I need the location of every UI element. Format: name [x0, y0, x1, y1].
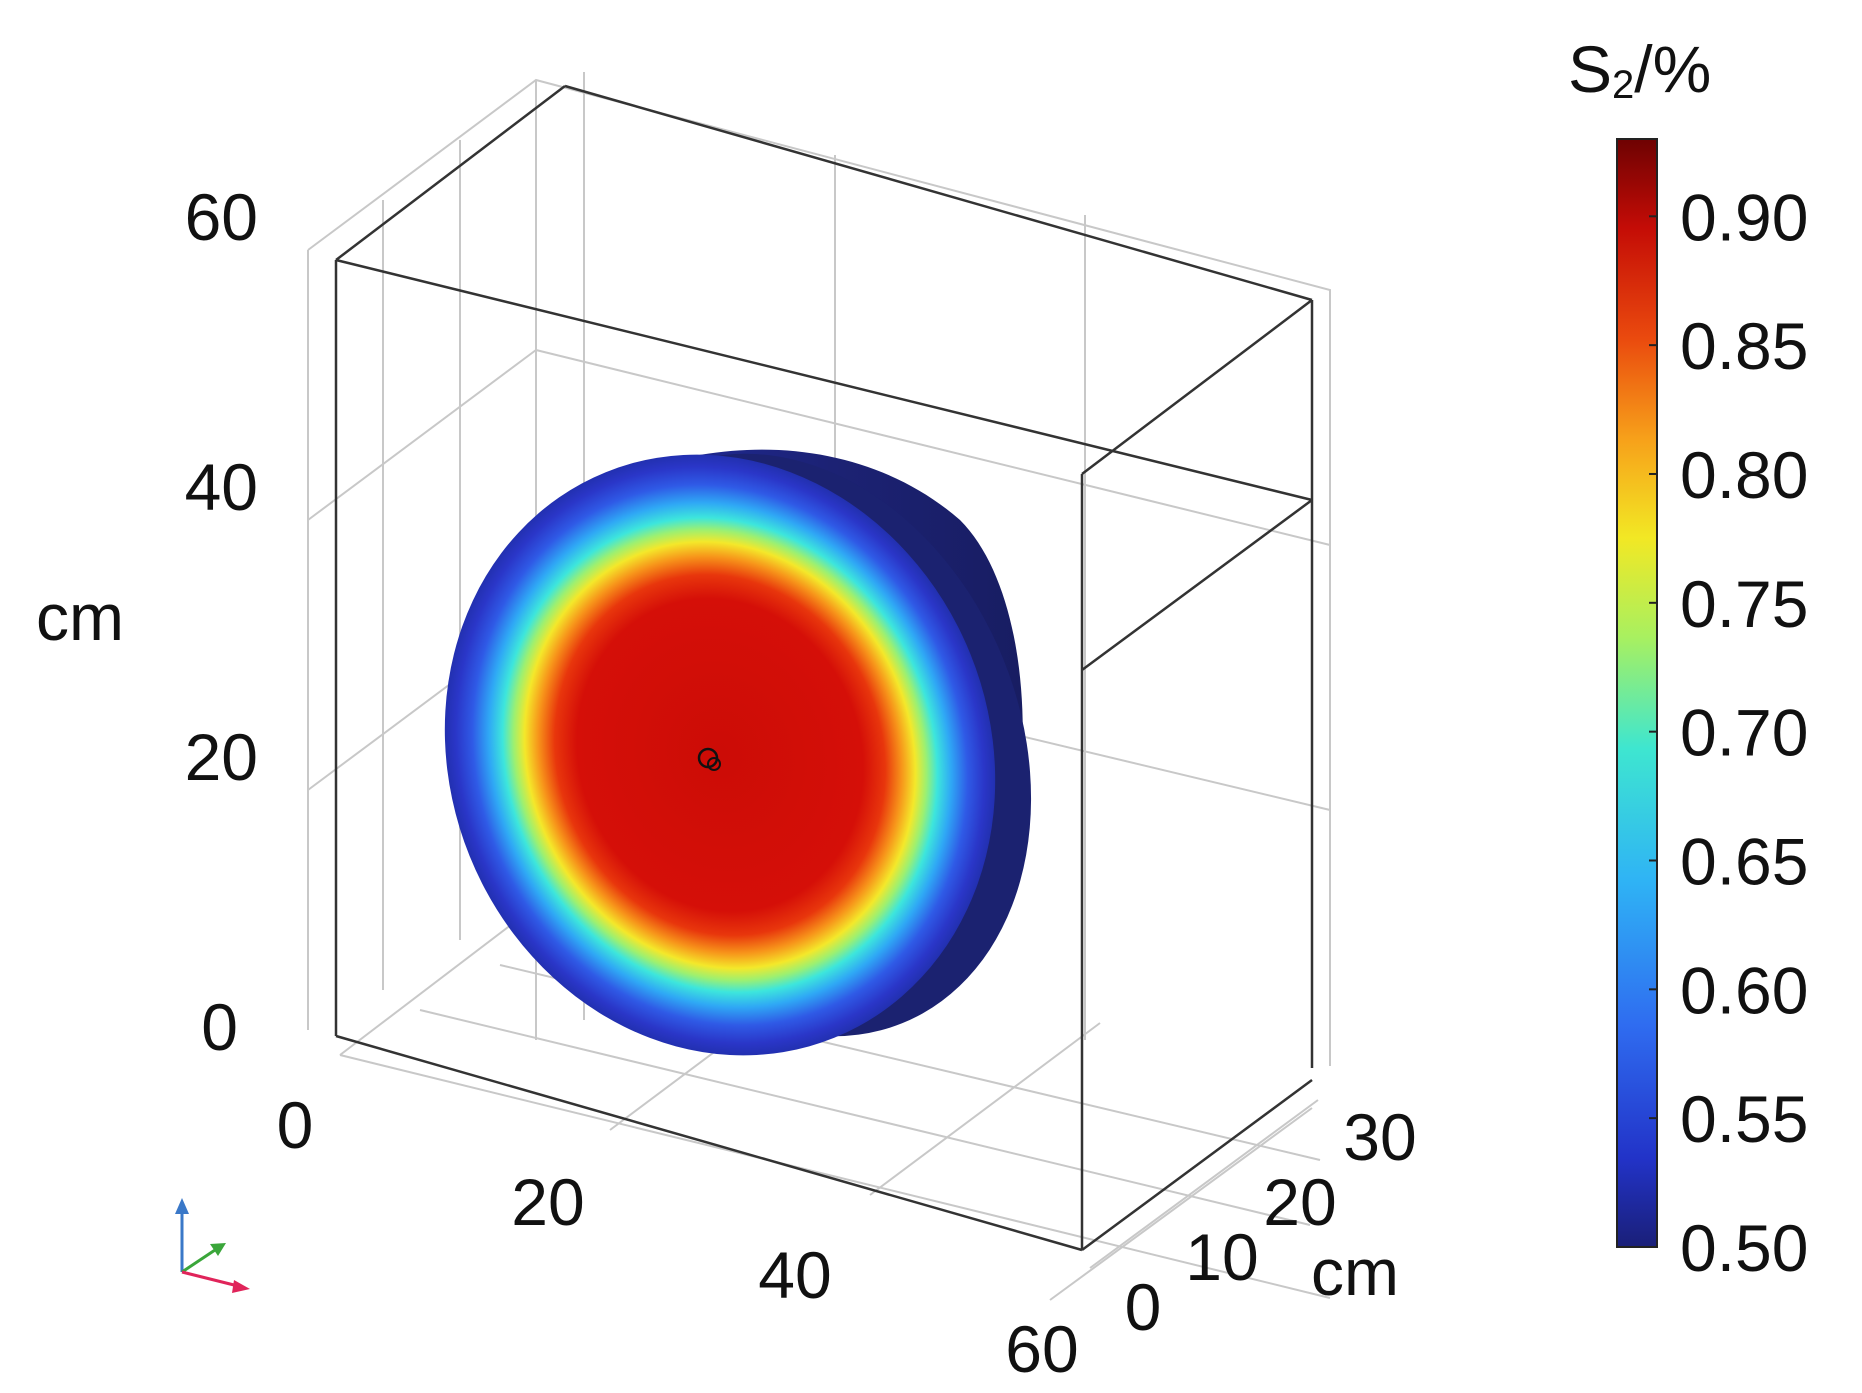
- y-axis-unit: cm: [1311, 1235, 1399, 1309]
- colorbar-tick-label: 0.75: [1680, 567, 1808, 641]
- colorbar: S2/% 0.90 0.85 0.80 0.75 0.70 0.65 0.60 0.55 0.5…: [1568, 32, 1808, 1285]
- z-axis: 60 40 20 0 cm: [36, 180, 258, 1064]
- z-tick-label: 0: [201, 990, 238, 1064]
- colorbar-tick-label: 0.90: [1680, 180, 1808, 254]
- y-tick-label: 30: [1343, 1100, 1416, 1174]
- x-tick-label: 60: [1005, 1312, 1078, 1386]
- saturation-disc: [444, 449, 1032, 1056]
- colorbar-tick-label: 0.85: [1680, 309, 1808, 383]
- y-axis: 0 10 20 30 cm: [1125, 1100, 1417, 1344]
- colorbar-tick-label: 0.70: [1680, 696, 1808, 770]
- x-tick-label: 40: [758, 1238, 831, 1312]
- colorbar-ticks: 0.90 0.85 0.80 0.75 0.70 0.65 0.60 0.55 0.50: [1649, 180, 1808, 1285]
- colorbar-tick-label: 0.60: [1680, 953, 1808, 1027]
- axis-triad-icon: [175, 1198, 250, 1293]
- disc-face: [444, 454, 996, 1056]
- colorbar-tick-label: 0.80: [1680, 438, 1808, 512]
- x-tick-label: 0: [277, 1088, 314, 1162]
- z-tick-label: 20: [185, 720, 258, 794]
- y-tick-label: 20: [1263, 1165, 1336, 1239]
- colorbar-title: S2/%: [1568, 32, 1711, 107]
- x-tick-label: 20: [511, 1165, 584, 1239]
- z-axis-unit: cm: [36, 580, 124, 654]
- y-tick-label: 10: [1185, 1220, 1258, 1294]
- colorbar-gradient: [1616, 138, 1658, 1248]
- colorbar-tick-label: 0.50: [1680, 1211, 1808, 1285]
- y-tick-label: 0: [1125, 1270, 1162, 1344]
- z-tick-label: 40: [185, 450, 258, 524]
- z-tick-label: 60: [185, 180, 258, 254]
- colorbar-tick-label: 0.65: [1680, 824, 1808, 898]
- bounding-box-front: [334, 84, 1314, 1252]
- x-axis: 0 20 40 60: [277, 1088, 1079, 1386]
- colorbar-tick-label: 0.55: [1680, 1082, 1808, 1156]
